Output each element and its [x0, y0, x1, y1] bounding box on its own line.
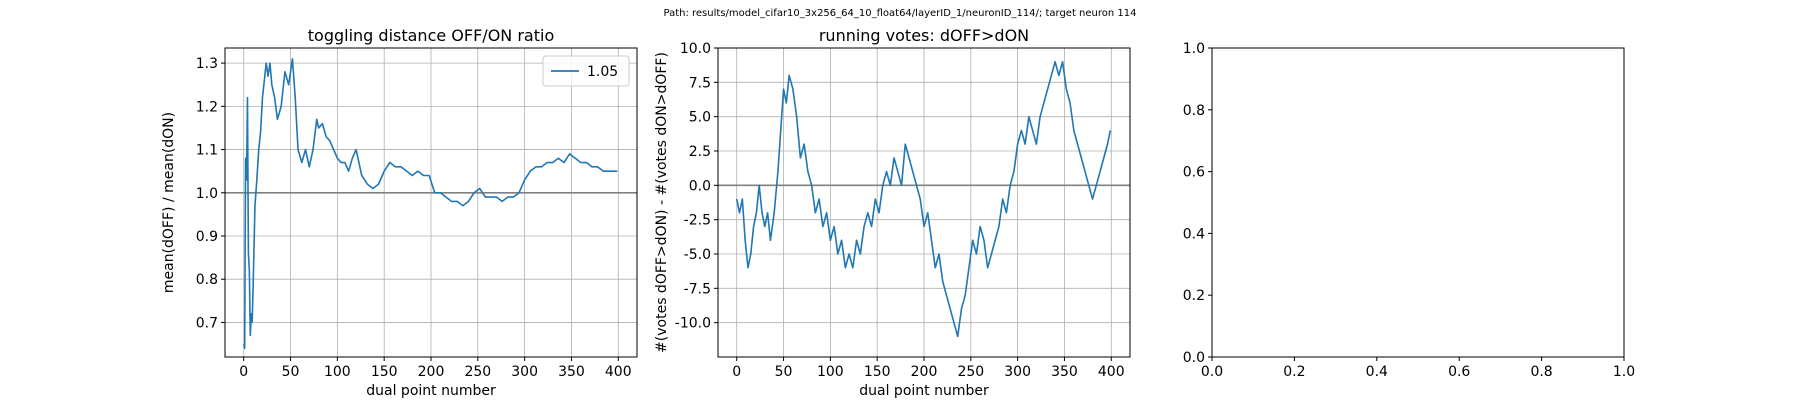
x-tick-label-2: 100	[817, 364, 844, 380]
x-tick-label-3: 150	[371, 364, 398, 380]
y-axis-label: #(votes dOFF>dON) - #(votes dON>dOFF)	[654, 52, 670, 353]
y-tick-label-2: 0.4	[1183, 226, 1205, 242]
y-tick-label-3: 1.0	[196, 186, 218, 202]
y-tick-label-5: 1.2	[196, 99, 218, 115]
x-tick-label-1: 50	[282, 364, 300, 380]
axes-frame	[1211, 47, 1625, 358]
x-tick-label-2: 0.4	[1366, 364, 1388, 380]
y-tick-label-3: -2.5	[684, 213, 711, 229]
x-tick-label-2: 100	[324, 364, 351, 380]
legend: 1.05	[542, 55, 630, 87]
y-tick-label-6: 1.3	[196, 56, 218, 72]
x-tick-label-8: 400	[1098, 364, 1125, 380]
panel-toggling-distance: 0 50 100 150 200 250 300 350 400 0.7 0.8 0.9 1.0 1.1 1…	[161, 26, 638, 399]
y-tick-label-5: 2.5	[689, 144, 711, 160]
legend-label-0: 1.05	[587, 64, 618, 80]
y-tick-label-6: 5.0	[689, 110, 711, 126]
y-tick-label-5: 1.0	[1183, 41, 1205, 57]
x-axis-label: dual point number	[366, 383, 496, 399]
panel-title: running votes: dOFF>dON	[819, 26, 1029, 45]
series-line-0	[735, 60, 1112, 338]
x-tick-label-0: 0	[239, 364, 248, 380]
x-tick-label-5: 250	[464, 364, 491, 380]
x-tick-label-3: 0.6	[1448, 364, 1470, 380]
x-tick-label-8: 400	[605, 364, 632, 380]
x-axis-label: dual point number	[859, 383, 989, 399]
x-tick-label-6: 300	[511, 364, 538, 380]
y-tick-label-1: 0.8	[196, 272, 218, 288]
x-tick-label-3: 150	[864, 364, 891, 380]
y-tick-label-3: 0.6	[1183, 165, 1205, 181]
y-tick-label-1: 0.2	[1183, 288, 1205, 304]
y-tick-label-4: 0.0	[689, 178, 711, 194]
y-tick-label-8: 10.0	[680, 41, 711, 57]
legend-box	[542, 55, 630, 87]
panel-empty-axes: 0.0 0.2 0.4 0.6 0.8 1.0 0.0 0.2 0.4 0.6 0.8 1.0	[1183, 41, 1635, 380]
x-tick-label-7: 350	[558, 364, 585, 380]
y-tick-label-0: 0.0	[1183, 350, 1205, 366]
series-line-0	[242, 57, 618, 350]
panel-title: toggling distance OFF/ON ratio	[308, 26, 554, 45]
y-tick-label-1: -7.5	[684, 281, 711, 297]
x-tick-label-1: 0.2	[1283, 364, 1305, 380]
x-tick-label-7: 350	[1051, 364, 1078, 380]
y-tick-label-0: -10.0	[675, 316, 711, 332]
x-tick-label-0: 0	[732, 364, 741, 380]
y-tick-label-4: 0.8	[1183, 103, 1205, 119]
x-tick-label-1: 50	[775, 364, 793, 380]
x-tick-label-4: 200	[911, 364, 938, 380]
x-tick-label-0: 0.0	[1201, 364, 1223, 380]
y-tick-label-0: 0.7	[196, 315, 218, 331]
x-tick-label-6: 300	[1004, 364, 1031, 380]
panel-running-votes: 0 50 100 150 200 250 300 350 400 -10.0 -7.5 -5.0 -2.…	[654, 26, 1131, 399]
x-tick-label-5: 250	[957, 364, 984, 380]
y-tick-label-2: 0.9	[196, 229, 218, 245]
y-tick-label-7: 7.5	[689, 75, 711, 91]
y-axis-label: mean(dOFF) / mean(dON)	[161, 112, 177, 293]
x-tick-label-5: 1.0	[1613, 364, 1635, 380]
y-tick-label-4: 1.1	[196, 143, 218, 159]
x-tick-label-4: 0.8	[1530, 364, 1552, 380]
y-tick-label-2: -5.0	[684, 247, 711, 263]
figure-suptitle: Path: results/model_cifar10_3x256_64_10_…	[664, 8, 1137, 19]
x-tick-label-4: 200	[418, 364, 445, 380]
